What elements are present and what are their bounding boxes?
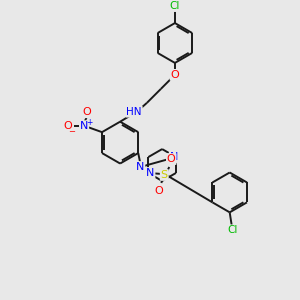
Text: Cl: Cl [227, 225, 238, 235]
Text: S: S [161, 170, 168, 180]
Text: HN: HN [126, 107, 142, 117]
Text: O: O [64, 121, 73, 131]
Text: O: O [167, 154, 176, 164]
Text: −: − [69, 127, 76, 136]
Text: +: + [86, 118, 92, 127]
Text: N: N [146, 168, 154, 178]
Text: N: N [136, 162, 144, 172]
Text: O: O [170, 70, 179, 80]
Text: N: N [170, 152, 178, 162]
Text: N: N [80, 121, 88, 131]
Text: Cl: Cl [170, 1, 180, 11]
Text: O: O [154, 186, 163, 196]
Text: O: O [83, 107, 92, 117]
